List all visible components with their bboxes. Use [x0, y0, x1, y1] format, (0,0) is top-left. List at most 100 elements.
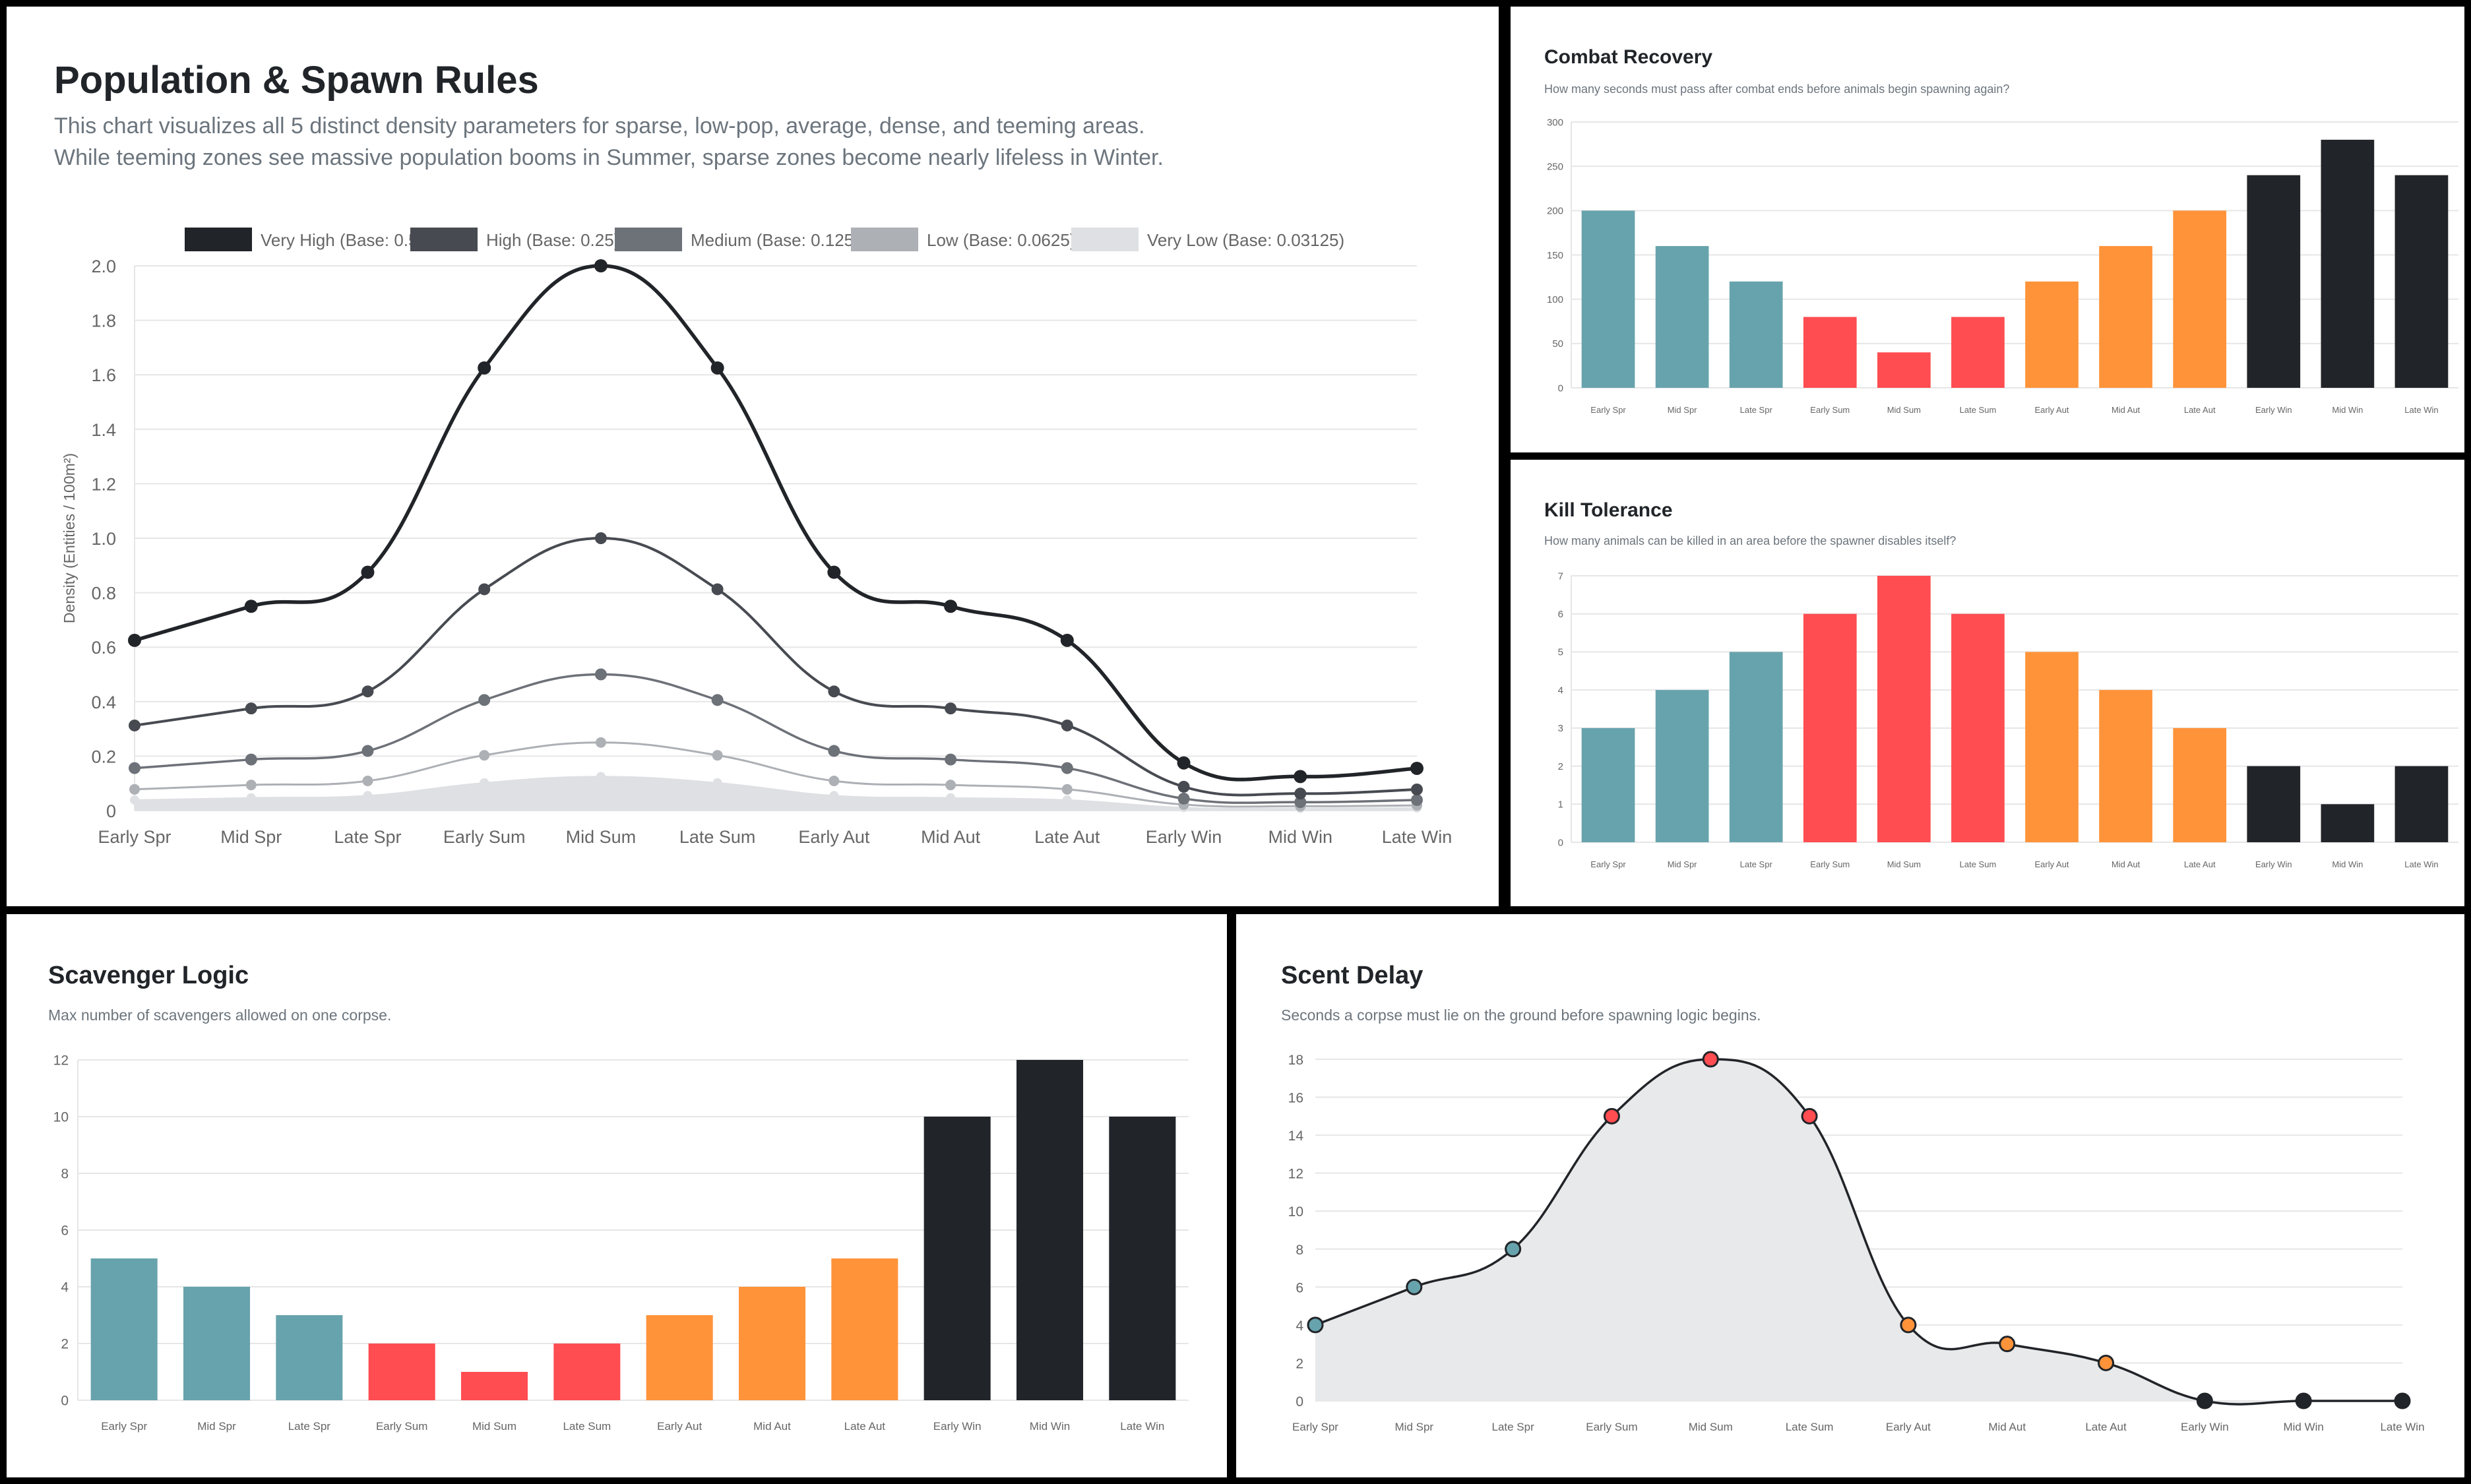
scent-point: [1900, 1316, 1917, 1334]
bar-early-spr: [1581, 210, 1635, 388]
bar-late-win: [1109, 1117, 1176, 1400]
series-point: [594, 259, 608, 272]
bar-mid-aut: [2099, 690, 2152, 842]
y-tick-label: 200: [1547, 206, 1563, 217]
y-tick-label: 8: [1296, 1243, 1303, 1258]
bar-late-sum: [1951, 613, 2005, 842]
bar-early-sum: [1803, 317, 1857, 388]
bar-late-aut: [2173, 210, 2227, 388]
series-point: [361, 565, 375, 579]
y-tick-label: 250: [1547, 161, 1563, 172]
page-title: Population & Spawn Rules: [54, 59, 539, 102]
x-tick-label: Late Aut: [2085, 1421, 2127, 1433]
series-point: [1411, 793, 1423, 806]
y-tick-label: 0.2: [91, 747, 116, 766]
x-tick-label: Early Sum: [376, 1420, 427, 1433]
density-panel: Population & Spawn Rules This chart visu…: [7, 7, 1499, 906]
series-point: [828, 685, 840, 698]
y-tick-label: 18: [1288, 1053, 1303, 1068]
bar-mid-spr: [1655, 246, 1709, 388]
series-point: [945, 753, 957, 766]
x-tick-label: Mid Spr: [197, 1420, 236, 1433]
x-tick-label: Late Win: [2380, 1421, 2424, 1433]
y-tick-label: 2: [1558, 761, 1563, 772]
series-point: [245, 753, 257, 766]
series-point: [1177, 792, 1190, 805]
bar-early-win: [923, 1117, 991, 1400]
y-tick-label: 300: [1547, 117, 1563, 128]
combat-title: Combat Recovery: [1544, 46, 1713, 68]
bar-early-aut: [2025, 281, 2079, 388]
x-tick-label: Late Sum: [679, 827, 756, 847]
y-tick-label: 0.4: [91, 693, 116, 712]
scent-point: [1307, 1316, 1324, 1334]
scent-chart: 0 2 4 6 8 10 12 14 16 18 Early Spr Mid Spr Late Spr E…: [1288, 1051, 2425, 1433]
x-tick-label: Early Aut: [2035, 859, 2069, 869]
series-line: [134, 264, 1418, 782]
x-tick-label: Mid Aut: [921, 827, 981, 847]
x-tick-label: Early Spr: [1292, 1421, 1338, 1433]
series-point: [712, 750, 723, 761]
scavenger-title: Scavenger Logic: [48, 962, 249, 989]
series-point: [1060, 633, 1074, 647]
y-tick-label: 100: [1547, 294, 1563, 305]
series-point: [1177, 756, 1191, 770]
bar-early-win: [2247, 175, 2301, 388]
scent-point: [2196, 1392, 2213, 1409]
x-tick-label: Late Aut: [2184, 405, 2216, 415]
series-point: [595, 737, 606, 748]
y-tick-label: 2: [1296, 1356, 1303, 1371]
series-point: [946, 793, 956, 803]
series-point: [828, 745, 840, 757]
kill-subtitle: How many animals can be killed in an are…: [1544, 534, 1956, 547]
x-tick-label: Early Win: [2255, 405, 2292, 415]
y-tick-label: 10: [1288, 1204, 1303, 1220]
series-point: [1411, 783, 1423, 795]
bar-early-aut: [2025, 652, 2079, 842]
x-tick-label: Late Aut: [844, 1420, 886, 1433]
x-tick-label: Mid Spr: [1668, 405, 1697, 415]
x-tick-label: Late Win: [1120, 1420, 1164, 1433]
legend-label: Very High (Base: 0.5): [261, 230, 423, 250]
x-tick-label: Mid Win: [2332, 405, 2363, 415]
x-tick-label: Mid Spr: [1395, 1421, 1434, 1433]
x-tick-label: Late Win: [2404, 859, 2438, 869]
y-tick-label: 14: [1288, 1128, 1304, 1144]
series-point: [129, 762, 141, 774]
bar-late-spr: [1729, 281, 1783, 388]
series-point: [945, 780, 956, 791]
series-point: [363, 791, 373, 801]
series-point: [1294, 770, 1307, 784]
bar-mid-sum: [460, 1372, 528, 1400]
x-tick-label: Early Sum: [443, 827, 526, 847]
y-tick-label: 6: [1558, 609, 1563, 620]
scent-point: [1603, 1107, 1620, 1125]
bar-early-win: [2247, 766, 2301, 842]
y-tick-label: 1.4: [91, 420, 116, 440]
x-tick-label: Mid Aut: [1988, 1421, 2026, 1433]
bar-mid-sum: [1877, 576, 1931, 842]
series-point: [827, 565, 841, 579]
x-tick-label: Early Sum: [1586, 1421, 1637, 1433]
y-tick-label: 0: [61, 1393, 69, 1408]
bar-late-sum: [553, 1344, 621, 1400]
y-tick-label: 6: [61, 1223, 69, 1238]
x-tick-label: Early Spr: [101, 1420, 147, 1433]
legend-swatch: [615, 228, 682, 251]
series-point: [1061, 719, 1073, 731]
scent-point: [2295, 1392, 2312, 1409]
y-tick-label: 8: [61, 1166, 69, 1181]
x-tick-label: Mid Sum: [1887, 859, 1921, 869]
x-tick-label: Early Sum: [1810, 405, 1850, 415]
bar-mid-aut: [2099, 246, 2152, 388]
bar-early-spr: [90, 1258, 158, 1400]
scent-title: Scent Delay: [1281, 962, 1423, 989]
series-line: [134, 776, 1418, 810]
y-tick-label: 16: [1288, 1091, 1303, 1106]
x-tick-label: Early Spr: [1590, 405, 1626, 415]
scent-panel: Scent Delay Seconds a corpse must lie on…: [1236, 914, 2464, 1477]
series-point: [594, 668, 607, 681]
y-tick-label: 4: [1296, 1318, 1303, 1334]
scent-point: [1702, 1051, 1719, 1068]
series-point: [829, 791, 839, 801]
